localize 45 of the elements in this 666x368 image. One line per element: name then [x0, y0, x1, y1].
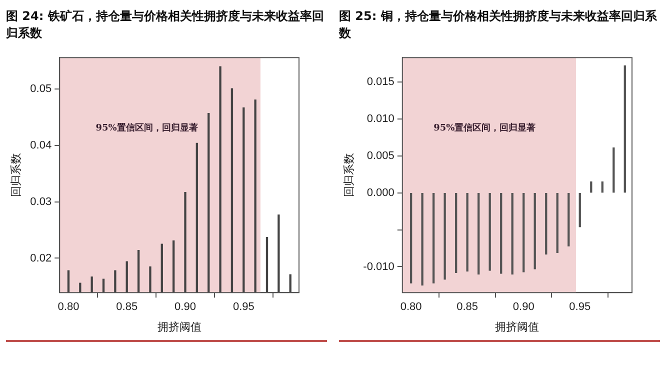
- x-tick-label: 0.80: [58, 301, 80, 314]
- x-tick-label: 0.80: [400, 301, 422, 314]
- y-tick-label: 0.04: [30, 140, 52, 152]
- bar: [522, 193, 525, 272]
- band-label: 95%置信区间，回归显著: [96, 122, 198, 134]
- y-tick-label: 0.02: [30, 252, 52, 264]
- x-axis-title: 拥挤阈值: [495, 320, 540, 334]
- bar: [488, 193, 491, 271]
- y-tick-label: 0.03: [30, 196, 52, 208]
- x-tick-label: 0.90: [174, 301, 196, 314]
- y-tick-label: 0.005: [366, 150, 394, 162]
- bar: [612, 147, 615, 193]
- chart-title: 图 25: 铜，持仓量与价格相关性拥挤度与未来收益率回归系数: [339, 8, 658, 42]
- x-tick-label: 0.95: [569, 301, 591, 314]
- bar: [545, 193, 548, 255]
- bar: [455, 193, 458, 273]
- x-tick-label: 0.95: [232, 301, 254, 314]
- bar: [511, 193, 514, 274]
- x-axis-title: 拥挤阈值: [157, 320, 202, 334]
- y-axis-title: 回归系数: [9, 153, 22, 198]
- bar: [410, 193, 412, 284]
- bar: [590, 181, 592, 193]
- chart-title: 图 24: 铁矿石，持仓量与价格相关性拥挤度与未来收益率回归系数: [6, 8, 325, 42]
- bar: [421, 193, 424, 286]
- y-tick-label: 0.010: [366, 112, 394, 125]
- y-tick-label: 0.05: [30, 83, 52, 96]
- x-tick-label: 0.85: [456, 301, 478, 314]
- bar: [466, 193, 468, 272]
- bar: [568, 193, 570, 246]
- bar: [500, 193, 502, 274]
- x-tick-label: 0.85: [116, 301, 138, 314]
- bar: [478, 193, 480, 274]
- y-tick-label: 0.000: [366, 186, 394, 199]
- bar: [444, 193, 446, 280]
- y-tick-label: -0.010: [363, 260, 394, 273]
- bar: [601, 181, 604, 193]
- y-tick-label: 0.015: [366, 76, 394, 88]
- bar: [624, 65, 626, 193]
- band-label: 95%置信区间，回归显著: [434, 122, 536, 134]
- bar: [556, 193, 558, 254]
- bar: [578, 193, 581, 228]
- y-axis-title: 回归系数: [342, 153, 356, 198]
- bar: [432, 193, 435, 284]
- bar: [534, 193, 536, 270]
- x-tick-label: 0.90: [512, 301, 534, 314]
